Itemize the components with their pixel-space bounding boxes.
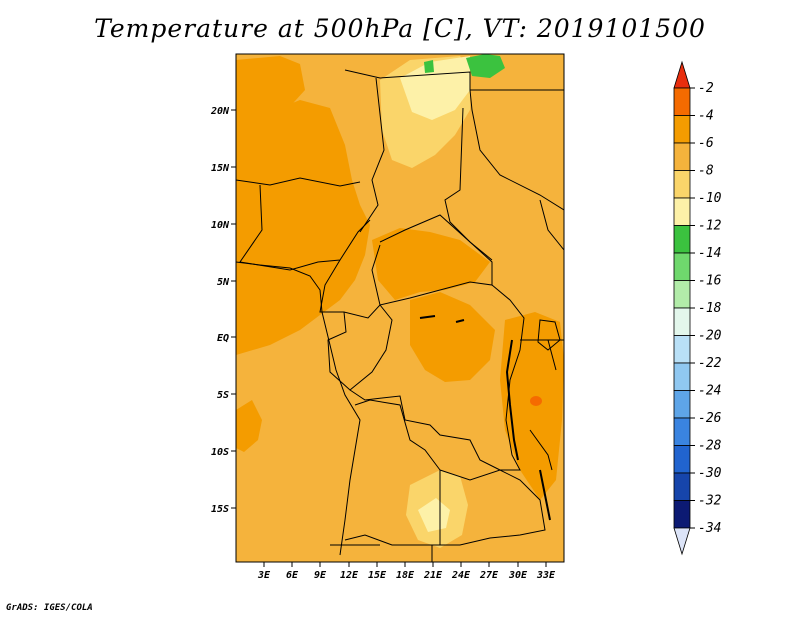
colorbar-swatch	[673, 362, 691, 391]
field-southwest-warm	[236, 400, 262, 452]
lon-label: 27E	[479, 570, 499, 581]
colorbar-swatch	[673, 225, 691, 254]
border-sudan-east	[469, 89, 564, 211]
lake-malawi	[539, 469, 551, 521]
field-green-patch-1	[466, 54, 505, 78]
colorbar-swatch	[673, 197, 691, 226]
lake-victoria	[537, 319, 561, 351]
colorbar-swatch	[673, 170, 691, 199]
map-title: Temperature at 500hPa [C], VT: 201910150…	[94, 14, 706, 43]
colorbar-swatch	[673, 115, 691, 144]
lat-label: 15S	[211, 504, 229, 515]
lat-label: 5N	[217, 277, 230, 288]
country-borders	[236, 69, 564, 562]
colorbar-swatch	[673, 472, 691, 501]
colorbar-swatch	[673, 417, 691, 446]
lon-label: 24E	[451, 570, 471, 581]
lake-inland	[419, 315, 465, 323]
colorbar-label: -34	[698, 521, 721, 536]
field-west-africa-warm	[236, 100, 370, 355]
colorbar-label: -22	[698, 356, 722, 371]
lat-label: 5S	[217, 390, 229, 401]
colorbar-label: -6	[698, 136, 714, 151]
colorbar-label: -8	[698, 164, 714, 179]
temperature-field	[236, 54, 564, 562]
lat-label: EQ	[217, 333, 229, 344]
colorbar-label: -26	[698, 411, 722, 426]
colorbar-label: -18	[698, 301, 722, 316]
grads-credit: GrADS: IGES/COLA	[6, 603, 93, 613]
colorbar-label: -2	[698, 81, 714, 96]
colorbar-swatch	[673, 500, 691, 529]
lon-label: 6E	[286, 570, 299, 581]
colorbar-swatch	[673, 445, 691, 474]
lat-label: 20N	[210, 106, 230, 117]
lon-label: 30E	[508, 570, 528, 581]
colorbar-swatch	[673, 335, 691, 364]
colorbar-swatch	[673, 142, 691, 171]
lat-label: 10S	[211, 447, 229, 458]
lon-label: 9E	[314, 570, 327, 581]
border-drc-west	[349, 389, 501, 471]
colorbar-label: -30	[698, 466, 722, 481]
border-nigeria	[239, 184, 371, 271]
border-east-africa	[520, 199, 564, 471]
latitude-axis: 20N 15N 10N 5N EQ 5S 10S 15S	[210, 106, 236, 515]
colorbar-bottom-arrow	[673, 527, 691, 556]
lon-label: 33E	[536, 570, 556, 581]
border-cameroon	[319, 244, 381, 319]
colorbar-label: -10	[698, 191, 722, 206]
field-northwest-warm	[236, 56, 305, 122]
colorbar-label: -20	[698, 329, 722, 344]
colorbar-swatch	[673, 252, 691, 281]
lon-label: 15E	[368, 570, 387, 581]
colorbar-swatch	[673, 307, 691, 336]
lat-label: 15N	[211, 163, 230, 174]
lat-label: 10N	[211, 220, 230, 231]
border-libya-sudan	[344, 69, 564, 91]
colorbar-label: -4	[698, 109, 714, 124]
lon-label: 3E	[257, 570, 271, 581]
colorbar-label: -14	[698, 246, 721, 261]
field-congo-warm	[410, 292, 495, 382]
border-car	[379, 214, 493, 306]
border-niger-south	[236, 177, 361, 187]
colorbar-swatch	[673, 280, 691, 309]
lon-label: 12E	[340, 570, 359, 581]
colorbar-top-arrow	[673, 60, 691, 89]
colorbar-label: -32	[698, 494, 722, 509]
colorbar-label: -24	[698, 384, 721, 399]
longitude-axis: 3E 6E 9E 12E 15E 18E 21E 24E 27E 30E 33E	[257, 562, 556, 581]
field-hot-spot	[530, 396, 542, 406]
colorbar-label: -28	[698, 439, 722, 454]
colorbar-label: -12	[698, 219, 722, 234]
colorbar-swatch	[673, 390, 691, 419]
field-green-patch-2	[424, 60, 434, 73]
lon-label: 18E	[396, 570, 415, 581]
lake-tanganyika	[505, 339, 519, 461]
map-frame	[235, 53, 565, 563]
border-zambia	[439, 469, 546, 546]
field-angola-coolest	[418, 498, 450, 532]
border-drc-east	[491, 284, 525, 471]
colorbar-label: -16	[698, 274, 722, 289]
field-sahara-coolest	[400, 56, 470, 120]
border-bottom	[330, 544, 433, 562]
coastline-west	[236, 261, 361, 556]
colorbar-legend: -2 -4 -6 -8 -10 -12 -14 -16 -18 -20 -22 -24 -26 -28 -3…	[673, 60, 722, 556]
colorbar-swatch	[673, 87, 691, 116]
lon-label: 21E	[423, 570, 443, 581]
border-chad-west	[359, 77, 385, 233]
field-central-warm	[372, 228, 490, 300]
